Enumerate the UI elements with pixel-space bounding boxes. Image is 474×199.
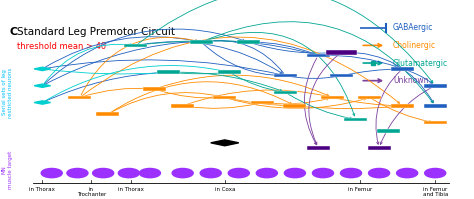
Text: in Coxa: in Coxa <box>215 186 235 191</box>
Ellipse shape <box>118 169 139 178</box>
Ellipse shape <box>200 169 221 178</box>
Text: GABAergic: GABAergic <box>393 23 434 32</box>
FancyBboxPatch shape <box>283 104 306 108</box>
FancyBboxPatch shape <box>424 121 447 125</box>
Ellipse shape <box>92 169 114 178</box>
FancyBboxPatch shape <box>171 104 194 108</box>
Ellipse shape <box>397 169 418 178</box>
FancyBboxPatch shape <box>326 50 357 55</box>
FancyBboxPatch shape <box>125 44 147 47</box>
FancyBboxPatch shape <box>377 129 400 133</box>
Ellipse shape <box>425 169 446 178</box>
FancyBboxPatch shape <box>218 70 241 74</box>
FancyBboxPatch shape <box>391 104 414 108</box>
Text: Serial sets of leg
restricted neurons: Serial sets of leg restricted neurons <box>2 67 13 118</box>
Polygon shape <box>34 101 51 104</box>
Polygon shape <box>34 67 51 71</box>
Text: Glutamatergic: Glutamatergic <box>393 59 448 67</box>
FancyBboxPatch shape <box>344 117 367 121</box>
Ellipse shape <box>41 169 62 178</box>
Ellipse shape <box>312 169 334 178</box>
Ellipse shape <box>369 169 390 178</box>
FancyBboxPatch shape <box>274 91 297 94</box>
FancyBboxPatch shape <box>307 54 330 57</box>
Ellipse shape <box>340 169 362 178</box>
Ellipse shape <box>172 169 193 178</box>
FancyBboxPatch shape <box>251 101 273 104</box>
FancyBboxPatch shape <box>237 40 260 44</box>
FancyBboxPatch shape <box>424 104 447 108</box>
FancyBboxPatch shape <box>424 84 447 88</box>
Ellipse shape <box>67 169 88 178</box>
FancyBboxPatch shape <box>157 70 180 74</box>
Ellipse shape <box>284 169 305 178</box>
Text: in Femur
and Tibia: in Femur and Tibia <box>422 186 448 197</box>
Text: in Thorax: in Thorax <box>118 186 144 191</box>
FancyBboxPatch shape <box>391 67 414 71</box>
Ellipse shape <box>228 169 249 178</box>
FancyBboxPatch shape <box>321 96 344 99</box>
FancyBboxPatch shape <box>96 112 119 116</box>
Ellipse shape <box>139 169 160 178</box>
FancyBboxPatch shape <box>68 96 91 99</box>
FancyBboxPatch shape <box>368 146 391 150</box>
FancyBboxPatch shape <box>274 74 297 77</box>
FancyBboxPatch shape <box>330 74 353 77</box>
Polygon shape <box>211 140 239 146</box>
Text: in Femur: in Femur <box>348 186 373 191</box>
Text: in Thorax: in Thorax <box>29 186 55 191</box>
Text: Cholinergic: Cholinergic <box>393 41 436 50</box>
FancyBboxPatch shape <box>307 146 330 150</box>
Text: Standard Leg Premotor Circuit: Standard Leg Premotor Circuit <box>17 27 175 37</box>
FancyBboxPatch shape <box>213 96 236 99</box>
FancyBboxPatch shape <box>143 87 166 91</box>
Text: C: C <box>9 27 18 37</box>
FancyBboxPatch shape <box>358 96 381 99</box>
Text: threshold mean > 40: threshold mean > 40 <box>17 42 106 51</box>
Text: Unknown: Unknown <box>393 76 428 85</box>
Polygon shape <box>34 84 51 87</box>
Text: MN
muscle target: MN muscle target <box>2 151 13 189</box>
Text: in
Trochanter: in Trochanter <box>77 186 106 197</box>
FancyBboxPatch shape <box>190 40 213 44</box>
Ellipse shape <box>256 169 277 178</box>
